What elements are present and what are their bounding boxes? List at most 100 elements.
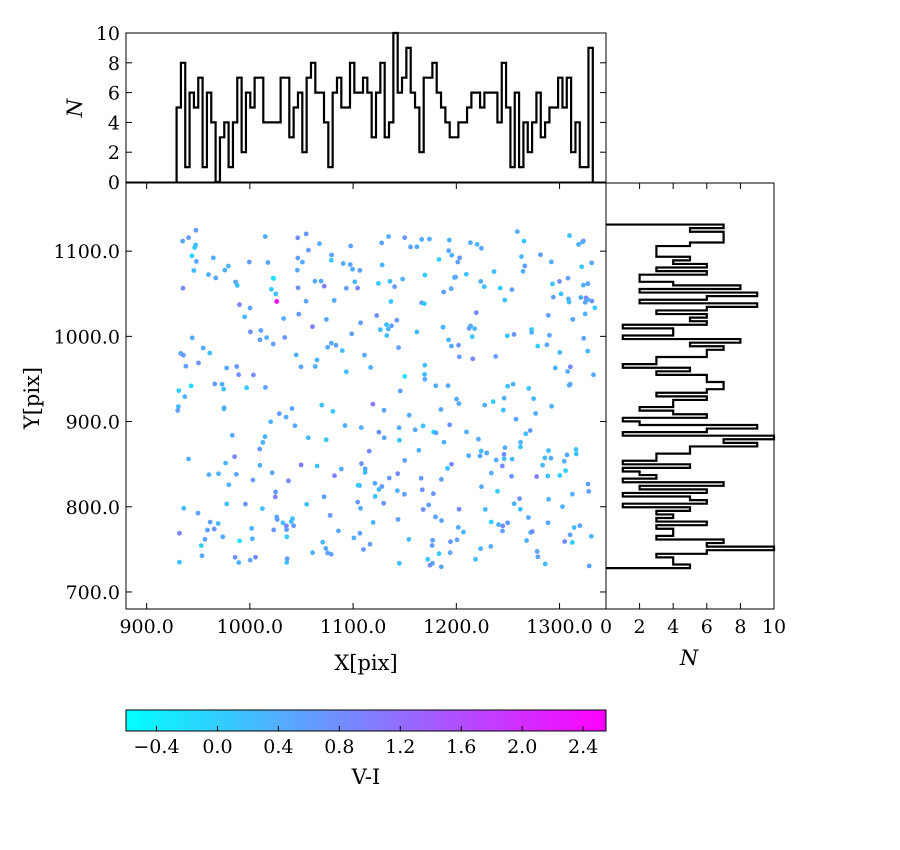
scatter-point bbox=[564, 452, 570, 458]
scatter-point bbox=[325, 344, 331, 350]
scatter-point bbox=[384, 333, 390, 338]
scatter-point bbox=[359, 461, 364, 467]
scatter-point bbox=[456, 354, 462, 360]
scatter-point bbox=[177, 559, 182, 565]
scatter-point bbox=[573, 447, 579, 452]
top-hist-y-tick-label: 0 bbox=[108, 172, 120, 194]
scatter-point bbox=[511, 332, 517, 337]
scatter-point bbox=[265, 260, 271, 265]
scatter-point bbox=[262, 385, 268, 390]
scatter-point bbox=[433, 514, 438, 520]
scatter-point bbox=[402, 458, 408, 463]
scatter-point bbox=[509, 287, 515, 293]
scatter-point bbox=[580, 239, 585, 245]
scatter-point bbox=[526, 515, 531, 520]
scatter-point bbox=[546, 496, 551, 502]
scatter-point bbox=[523, 431, 529, 437]
scatter-point bbox=[402, 235, 408, 241]
scatter-point bbox=[193, 242, 199, 248]
scatter-point bbox=[396, 437, 402, 443]
scatter-x-label: X[pix] bbox=[334, 651, 397, 675]
scatter-point bbox=[419, 487, 425, 493]
scatter-point bbox=[557, 350, 563, 355]
scatter-point bbox=[517, 496, 522, 502]
scatter-point bbox=[269, 470, 275, 476]
scatter-point bbox=[358, 505, 363, 511]
scatter-point bbox=[289, 406, 295, 411]
scatter-point bbox=[224, 365, 230, 371]
scatter-point bbox=[207, 519, 213, 525]
colorbar-tick-label: −0.4 bbox=[133, 736, 179, 758]
right-hist-x-tick-label: 6 bbox=[701, 616, 713, 638]
scatter-point bbox=[253, 554, 258, 560]
scatter-point bbox=[580, 282, 586, 288]
scatter-point bbox=[540, 462, 546, 468]
scatter-point bbox=[224, 501, 230, 507]
scatter-point bbox=[478, 278, 484, 284]
scatter-point bbox=[449, 252, 455, 258]
scatter-point bbox=[421, 301, 427, 306]
scatter-point bbox=[557, 473, 563, 478]
right-histogram-x-axis: 0 2 4 6 8 10 bbox=[600, 183, 786, 638]
scatter-point bbox=[272, 494, 278, 500]
scatter-point bbox=[545, 312, 551, 318]
scatter-point bbox=[501, 456, 507, 462]
scatter-point bbox=[304, 501, 310, 507]
scatter-point bbox=[188, 383, 194, 389]
scatter-point bbox=[193, 259, 199, 264]
scatter-point bbox=[546, 448, 551, 453]
scatter-point bbox=[577, 523, 583, 529]
scatter-point bbox=[565, 369, 571, 374]
scatter-point bbox=[191, 268, 197, 273]
scatter-point bbox=[418, 475, 424, 481]
scatter-point bbox=[290, 516, 295, 522]
scatter-point bbox=[477, 453, 483, 459]
scatter-point bbox=[268, 419, 274, 425]
scatter-point bbox=[573, 451, 579, 457]
scatter-point bbox=[314, 357, 320, 363]
scatter-point bbox=[446, 248, 452, 254]
scatter-point bbox=[284, 560, 290, 565]
scatter-point bbox=[352, 279, 358, 285]
x-tick-label: 1000.0 bbox=[217, 616, 283, 638]
scatter-point bbox=[283, 414, 289, 420]
right-hist-x-tick-label: 4 bbox=[667, 616, 679, 638]
scatter-point bbox=[376, 429, 382, 435]
scatter-point bbox=[305, 435, 311, 441]
scatter-point bbox=[396, 560, 402, 566]
scatter-point bbox=[578, 295, 584, 300]
scatter-y-axis: 700.0 800.0 900.0 1000.0 1100.0 bbox=[54, 241, 606, 604]
scatter-point bbox=[509, 473, 514, 479]
scatter-x-axis: 900.0 1000.0 1100.0 1200.0 1300.0 bbox=[119, 183, 593, 638]
scatter-point bbox=[282, 335, 288, 340]
scatter-point bbox=[563, 468, 568, 473]
scatter-point bbox=[298, 364, 304, 370]
scatter-point bbox=[348, 243, 354, 249]
scatter-point bbox=[247, 305, 253, 311]
right-histogram-panel: 0 2 4 6 8 10 N bbox=[600, 182, 786, 670]
scatter-point bbox=[296, 311, 302, 317]
scatter-point bbox=[298, 462, 304, 468]
scatter-point bbox=[273, 291, 279, 297]
scatter-point bbox=[310, 550, 315, 556]
scatter-point bbox=[535, 343, 541, 349]
scatter-point bbox=[479, 484, 484, 490]
scatter-point bbox=[331, 298, 337, 303]
scatter-point bbox=[306, 247, 311, 253]
scatter-points bbox=[175, 227, 598, 570]
scatter-point bbox=[545, 520, 551, 526]
scatter-point bbox=[273, 489, 278, 495]
scatter-point bbox=[529, 529, 535, 534]
scatter-point bbox=[342, 423, 348, 428]
scatter-point bbox=[236, 372, 242, 378]
scatter-point bbox=[535, 554, 541, 560]
scatter-point bbox=[379, 262, 385, 268]
scatter-point bbox=[247, 557, 253, 563]
scatter-point bbox=[328, 257, 334, 263]
scatter-point bbox=[244, 385, 250, 391]
scatter-point bbox=[332, 473, 337, 479]
scatter-point bbox=[397, 388, 403, 394]
scatter-point bbox=[372, 493, 378, 499]
scatter-point bbox=[545, 473, 551, 479]
scatter-point bbox=[478, 245, 484, 251]
